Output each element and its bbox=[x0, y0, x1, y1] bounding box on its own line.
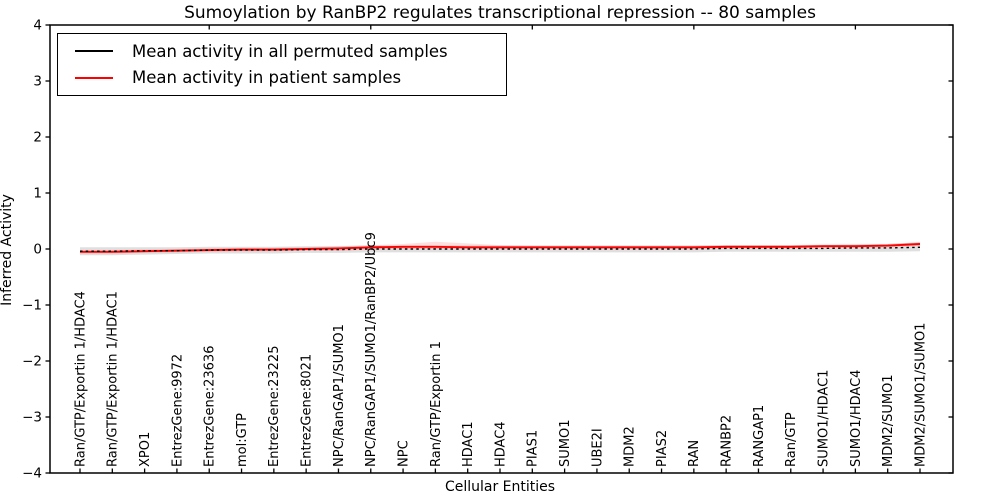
x-tick-label: SUMO1/HDAC1 bbox=[817, 370, 832, 467]
x-tick-label: Ran/GTP/Exportin 1/HDAC1 bbox=[106, 291, 121, 467]
chart-title: Sumoylation by RanBP2 regulates transcri… bbox=[184, 3, 816, 23]
y-tick-label: 1 bbox=[33, 186, 42, 202]
x-tick-label: Ran/GTP/Exportin 1 bbox=[429, 341, 444, 467]
y-tick-label: 4 bbox=[33, 18, 42, 34]
legend-entry-patient: Mean activity in patient samples bbox=[58, 68, 506, 87]
x-tick-label: EntrezGene:8021 bbox=[300, 354, 315, 467]
x-tick-label: PIAS1 bbox=[526, 430, 541, 467]
legend-line-sample-patient bbox=[75, 76, 113, 79]
legend-entry-permuted: Mean activity in all permuted samples bbox=[58, 42, 506, 61]
legend-line-sample-permuted bbox=[75, 50, 113, 53]
x-tick-label: RAN bbox=[687, 440, 702, 467]
y-tick-label: −1 bbox=[22, 298, 42, 314]
x-tick-label: XPO1 bbox=[138, 432, 153, 467]
legend: Mean activity in all permuted samples Me… bbox=[57, 33, 507, 96]
y-tick-label: 3 bbox=[33, 74, 42, 90]
y-tick-label: −2 bbox=[22, 354, 42, 370]
x-tick-label: EntrezGene:9972 bbox=[170, 354, 185, 467]
x-axis-label: Cellular Entities bbox=[444, 479, 556, 495]
x-tick-label: MDM2/SUMO1/SUMO1 bbox=[913, 323, 928, 467]
series-line-patient bbox=[80, 243, 921, 253]
x-tick-label: NPC/RanGAP1/SUMO1/RanBP2/Ubc9 bbox=[364, 232, 379, 467]
x-tick-label: NPC bbox=[397, 440, 412, 467]
x-tick-label: RANBP2 bbox=[720, 415, 735, 467]
x-tick-label: MDM2 bbox=[623, 426, 638, 467]
legend-label-patient: Mean activity in patient samples bbox=[132, 68, 402, 88]
x-tick-label: EntrezGene:23225 bbox=[267, 346, 282, 467]
y-tick-label: −4 bbox=[22, 466, 42, 482]
band-permuted-range bbox=[80, 242, 920, 256]
x-tick-label: Ran/GTP/Exportin 1/HDAC4 bbox=[73, 291, 88, 467]
y-tick-label: 2 bbox=[33, 130, 42, 146]
x-tick-label: mol:GTP bbox=[235, 413, 250, 467]
x-tick-label: NPC/RanGAP1/SUMO1 bbox=[332, 324, 347, 467]
x-tick-label: MDM2/SUMO1 bbox=[881, 374, 896, 467]
legend-label-permuted: Mean activity in all permuted samples bbox=[132, 41, 448, 61]
x-tick-label: UBE2I bbox=[590, 428, 605, 467]
x-tick-label: HDAC4 bbox=[493, 421, 508, 467]
x-tick-label: HDAC1 bbox=[461, 421, 476, 467]
x-tick-label: SUMO1 bbox=[558, 420, 573, 468]
x-tick-label: PIAS2 bbox=[655, 430, 670, 467]
x-tick-label: Ran/GTP bbox=[784, 412, 799, 467]
x-tick-label: SUMO1/HDAC4 bbox=[849, 370, 864, 467]
x-tick-label: RANGAP1 bbox=[752, 405, 767, 467]
y-tick-label: 0 bbox=[33, 242, 42, 258]
y-tick-label: −3 bbox=[22, 410, 42, 426]
x-tick-label: EntrezGene:23636 bbox=[203, 346, 218, 467]
